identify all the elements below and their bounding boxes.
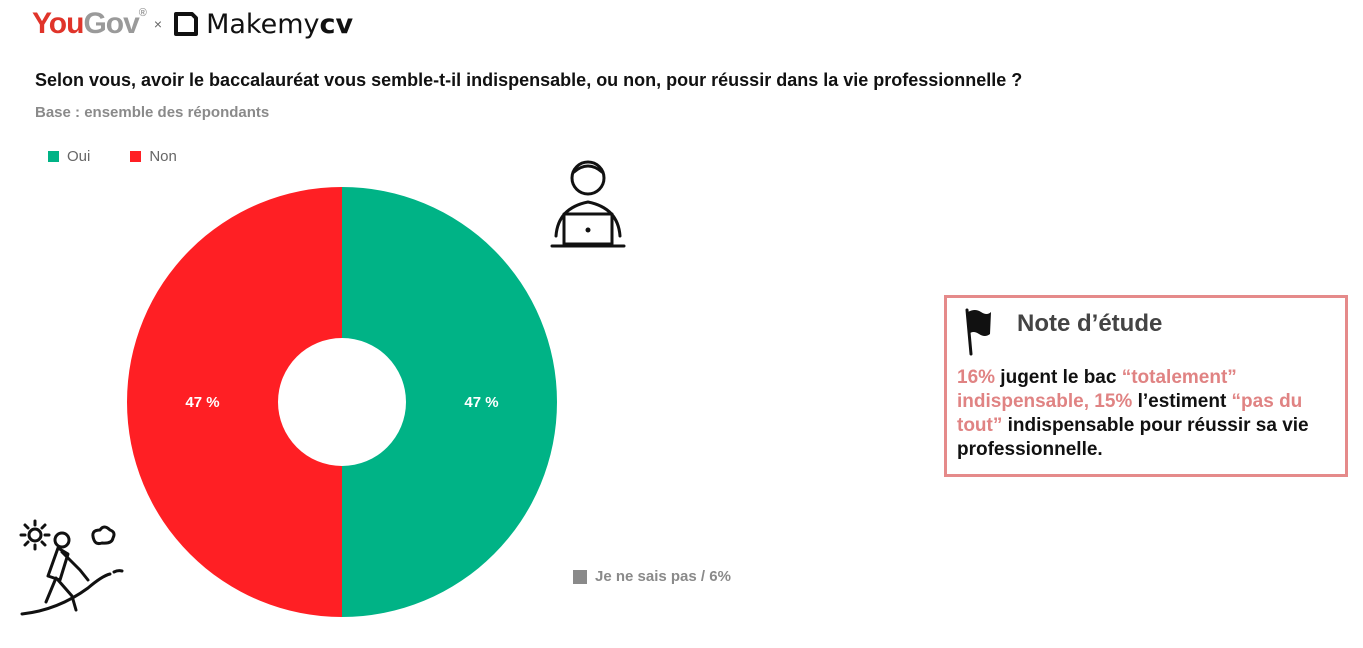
study-note-box: Note d’étude 16% jugent le bac “totaleme…: [944, 295, 1348, 477]
pie-slice-non: [127, 187, 342, 617]
dont-know-swatch: [573, 569, 587, 584]
makemycv-logo: Makemycv: [206, 8, 354, 40]
pie-label-oui: 47 %: [464, 394, 498, 411]
makemycv-logo-icon: [174, 12, 199, 36]
study-note-text: 16% jugent le bac “totalement” indispens…: [957, 367, 1309, 460]
hiker-icon: [19, 519, 124, 616]
study-note-title: Note d’étude: [1017, 310, 1163, 337]
yougov-logo: YouGov®: [32, 7, 147, 40]
brand-separator: ×: [153, 16, 163, 32]
dont-know-label: Je ne sais pas / 6%: [595, 568, 731, 585]
donut-chart: 47 % 47 %: [127, 187, 557, 617]
pie-label-non: 47 %: [185, 394, 219, 411]
legend-label-oui: Oui: [67, 148, 91, 165]
brand-header: YouGov® × Makemycv: [32, 4, 353, 44]
user-laptop-icon: [550, 160, 626, 248]
legend-item-oui: Oui: [48, 148, 90, 165]
chart-title: Selon vous, avoir le baccalauréat vous s…: [35, 70, 1023, 90]
legend-swatch-oui: [48, 151, 59, 162]
legend-item-non: Non: [130, 148, 177, 165]
pie-slice-oui: [342, 187, 557, 617]
chart-subtitle: Base : ensemble des répondants: [35, 104, 270, 121]
chart-legend: Oui Non: [48, 148, 177, 165]
legend-swatch-non: [130, 151, 142, 162]
flag-icon: [965, 308, 991, 356]
legend-label-non: Non: [149, 148, 177, 165]
dont-know-note: Je ne sais pas / 6%: [573, 568, 731, 585]
